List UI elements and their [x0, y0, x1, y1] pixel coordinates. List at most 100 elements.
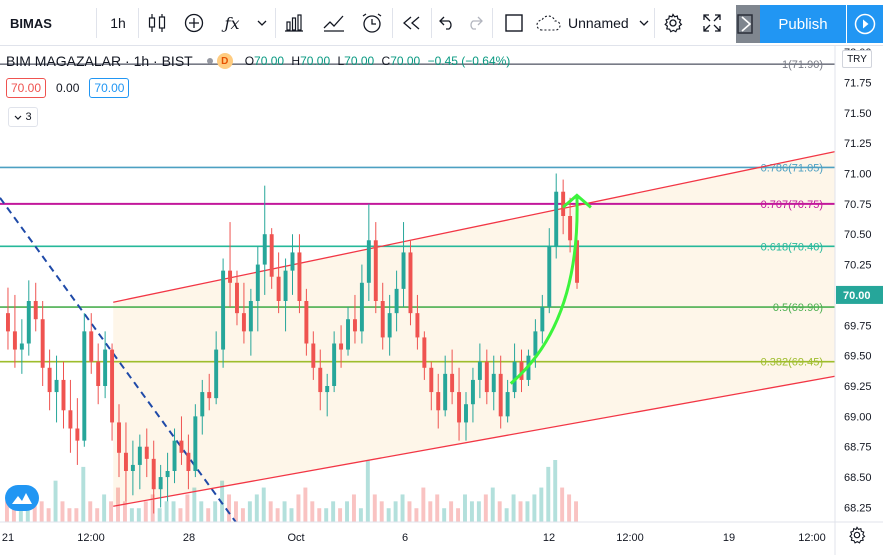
volume-bar [560, 487, 565, 522]
candle-body [214, 349, 219, 399]
candle-body [387, 313, 392, 338]
candle-body [144, 446, 149, 459]
layout-menu[interactable]: Unnamed [536, 5, 656, 41]
price-axis-bg [835, 46, 883, 522]
add-indicator-icon[interactable] [176, 5, 212, 41]
currency-badge[interactable]: TRY [842, 50, 872, 68]
volume-bar [303, 487, 308, 522]
candle-body [96, 361, 101, 386]
candle-body [450, 373, 455, 393]
candle-body [221, 270, 226, 350]
gear-icon[interactable] [656, 5, 690, 41]
candle-body [165, 471, 170, 478]
time-tick-label: 19 [723, 532, 735, 544]
undo-icon[interactable] [434, 5, 460, 41]
symbol-search[interactable]: BIMAS [10, 15, 52, 31]
interval-button[interactable]: 1h [110, 15, 126, 31]
volume-bar [88, 501, 93, 522]
candle-body [561, 191, 566, 216]
candle-body [89, 331, 94, 362]
chevron-down-icon[interactable] [250, 5, 274, 41]
channel-lower-line [113, 375, 836, 507]
candle-body [366, 240, 371, 283]
volume-bar [164, 501, 169, 522]
volume-bar [296, 494, 301, 522]
volume-bar [532, 494, 537, 522]
fib-retracement[interactable]: 1(71.90) 0.786(71.05) 0.707(70.75) 0.618(70… [0, 59, 835, 369]
volume-bar [435, 494, 440, 522]
candle-body [568, 216, 573, 241]
candle-body [75, 428, 80, 441]
fib-label: 1(71.90) [782, 59, 823, 71]
candle-body [575, 240, 579, 283]
volume-bar [393, 501, 398, 522]
volume-bar [317, 508, 322, 522]
alert-clock-icon[interactable] [354, 5, 390, 41]
tradingview-logo[interactable] [5, 485, 39, 511]
candle-body [276, 276, 281, 301]
channel-upper-line [113, 151, 836, 303]
volume-bar [122, 501, 127, 522]
sell-button[interactable]: 70.00 [6, 78, 47, 98]
time-tick-label: 6 [402, 532, 408, 544]
price-chart[interactable]: 1(71.90) 0.786(71.05) 0.707(70.75) 0.618(70… [0, 46, 883, 555]
candle-body [241, 313, 246, 332]
redo-icon[interactable] [462, 5, 488, 41]
volume-bar [199, 501, 204, 522]
volume-bar [136, 508, 141, 522]
gear-icon[interactable] [848, 526, 866, 544]
volume-bar [227, 494, 232, 522]
volume-bar [74, 508, 79, 522]
price-tick-label: 68.50 [844, 472, 872, 484]
candle-body [470, 379, 475, 405]
candle-body [339, 343, 344, 350]
chevron-down-icon [639, 20, 649, 26]
buy-button[interactable]: 70.00 [89, 78, 130, 98]
parallel-channel[interactable] [113, 151, 836, 507]
volume-bar [567, 494, 572, 522]
compare-icon[interactable] [316, 5, 352, 41]
candle-body [380, 301, 385, 338]
time-tick-label: 12 [543, 532, 555, 544]
volume-bar [220, 480, 225, 522]
time-axis[interactable]: 21 12:00 28 Oct 6 12 12:00 19 12:00 [0, 521, 883, 555]
volume-bar [449, 501, 454, 522]
candle-body [137, 446, 142, 465]
publish-button[interactable]: Publish [760, 5, 846, 43]
candle-body [117, 422, 121, 453]
last-price-marker [836, 285, 883, 304]
volume-bar [46, 508, 51, 522]
camera-icon[interactable] [736, 5, 760, 43]
square-icon[interactable] [496, 5, 532, 41]
volume-bar [310, 501, 315, 522]
bar-chart-icon[interactable] [277, 5, 311, 41]
candle-body [436, 392, 441, 411]
price-tick-label: 71.75 [844, 77, 872, 89]
candle-body [318, 367, 323, 393]
candle-body [269, 234, 274, 277]
fib-label: 0.707(70.75) [761, 199, 823, 211]
volume-bar [289, 508, 294, 522]
replay-icon[interactable] [394, 5, 430, 41]
fullscreen-icon[interactable] [694, 5, 730, 41]
play-icon[interactable] [847, 5, 883, 43]
volume-bar [351, 494, 356, 522]
price-axis[interactable]: 72.0071.7571.5071.2571.0070.7570.5070.25… [834, 46, 883, 522]
candle-body [40, 319, 45, 368]
candle-body [346, 319, 350, 350]
toolbar-divider [138, 8, 139, 38]
candle-body [283, 270, 288, 301]
collapse-indicators-button[interactable]: 3 [8, 107, 38, 127]
trendline[interactable] [0, 197, 237, 523]
candle-body [110, 349, 115, 423]
candles-icon[interactable] [140, 5, 174, 41]
candle-body [193, 416, 198, 471]
volume-bar [171, 501, 176, 522]
curved-arrow[interactable] [509, 193, 592, 385]
candle-body [547, 246, 552, 308]
fx-icon[interactable]: ƒx [224, 13, 240, 33]
candle-body [151, 458, 156, 490]
candle-body [179, 440, 184, 453]
candle-body [325, 386, 330, 393]
candle-body [429, 367, 434, 393]
